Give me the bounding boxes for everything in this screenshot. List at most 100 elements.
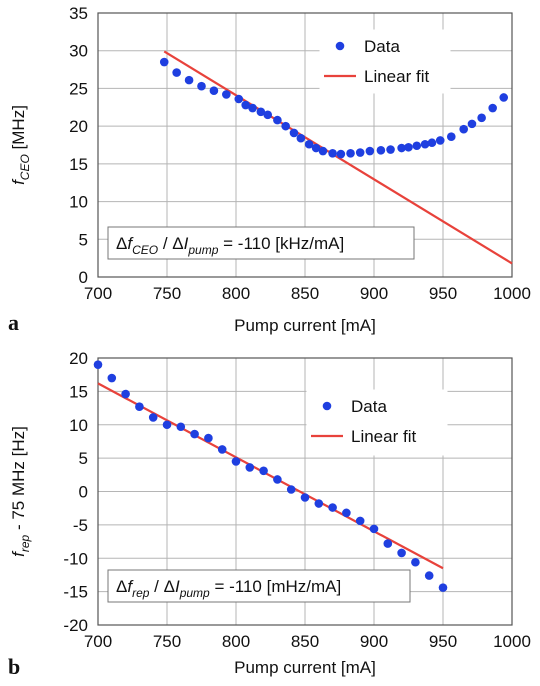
data-point xyxy=(427,138,437,148)
data-points xyxy=(159,57,509,159)
data-point xyxy=(314,499,324,508)
x-tick-label: 850 xyxy=(291,284,319,303)
y-tick-label: -20 xyxy=(63,616,88,635)
data-point xyxy=(296,133,306,143)
data-point xyxy=(383,539,393,548)
data-point xyxy=(311,143,321,153)
data-point xyxy=(420,139,430,149)
data-point xyxy=(121,389,130,399)
data-point xyxy=(446,132,456,142)
annotation-text: ΔfCEO / ΔIpump = -110 [kHz/mA] xyxy=(116,234,344,257)
y-tick-label: -5 xyxy=(73,516,88,535)
panel-a: 700 750 800 850 900 950 1000 0 5 10 15 20 25 30 35 Pump… xyxy=(8,4,531,335)
data-point xyxy=(204,433,213,443)
annotation-text: Δfrep / ΔIpump = -110 [mHz/mA] xyxy=(116,577,341,600)
legend-label: Linear fit xyxy=(364,67,429,86)
data-point xyxy=(328,503,337,512)
data-point xyxy=(365,146,375,156)
data-points xyxy=(93,360,448,592)
data-point xyxy=(397,548,406,558)
y-tick-label: 0 xyxy=(79,483,88,502)
data-point xyxy=(231,457,241,466)
data-point xyxy=(404,142,413,152)
y-tick-label: 5 xyxy=(79,449,88,468)
legend-label: Data xyxy=(351,397,387,416)
data-point xyxy=(355,148,365,157)
y-tick-label: 20 xyxy=(69,117,88,136)
panel-b: 700 750 800 850 900 950 1000 -20 -15 -10 -5 0 5 10 15 2… xyxy=(8,349,531,679)
data-point xyxy=(397,143,406,153)
x-tick-label: 900 xyxy=(360,632,388,651)
x-tick-label: 800 xyxy=(222,284,250,303)
data-point xyxy=(159,57,169,67)
x-axis-label: Pump current [mA] xyxy=(234,658,376,677)
y-axis-label: frep - 75 MHz [Hz] xyxy=(9,426,32,557)
panel-letter: a xyxy=(8,310,19,335)
legend-box xyxy=(306,389,448,456)
data-point xyxy=(245,463,255,472)
data-point xyxy=(234,94,244,104)
y-tick-label: 25 xyxy=(69,79,88,98)
data-point xyxy=(241,100,250,110)
data-point xyxy=(411,557,420,567)
data-point xyxy=(190,429,199,439)
x-tick-label: 750 xyxy=(153,632,181,651)
data-point xyxy=(256,107,266,117)
data-point xyxy=(355,516,365,526)
panel-letter: b xyxy=(8,654,20,679)
data-point xyxy=(273,475,282,484)
data-point xyxy=(336,149,346,159)
y-tick-label: 30 xyxy=(69,42,88,61)
data-point xyxy=(369,524,379,534)
data-point xyxy=(184,75,194,85)
legend: Data Linear fit xyxy=(306,389,448,456)
data-point xyxy=(435,136,445,145)
x-tick-label: 750 xyxy=(153,284,181,303)
annotation-box xyxy=(107,226,415,260)
data-point xyxy=(304,139,314,149)
x-axis-label: Pump current [mA] xyxy=(234,316,376,335)
data-point xyxy=(209,86,219,95)
y-tick-label: 20 xyxy=(69,349,88,368)
y-tick-label: -10 xyxy=(63,549,88,568)
x-tick-label: 850 xyxy=(291,632,319,651)
legend-box xyxy=(319,29,451,94)
data-point xyxy=(107,373,117,383)
data-point xyxy=(459,124,469,134)
data-point xyxy=(281,121,290,131)
y-tick-label: 5 xyxy=(79,230,88,249)
y-tick-label: 35 xyxy=(69,4,88,23)
y-tick-label: 10 xyxy=(69,416,88,435)
data-point xyxy=(328,148,337,158)
data-point xyxy=(197,81,206,91)
x-tick-label: 900 xyxy=(360,284,388,303)
data-point xyxy=(289,128,299,138)
data-point xyxy=(477,113,486,123)
data-point xyxy=(499,93,509,102)
legend-label: Linear fit xyxy=(351,427,416,446)
data-point xyxy=(488,103,497,113)
data-point xyxy=(93,360,103,369)
x-tick-label: 950 xyxy=(429,284,457,303)
plot-frame xyxy=(97,12,513,278)
data-point xyxy=(263,110,273,120)
data-point xyxy=(273,115,282,125)
data-point xyxy=(342,508,351,518)
data-point xyxy=(300,493,310,502)
y-tick-label: 15 xyxy=(69,155,88,174)
data-point xyxy=(412,141,422,151)
data-point xyxy=(217,445,227,454)
data-point xyxy=(259,466,268,476)
data-point xyxy=(148,413,158,422)
data-point xyxy=(162,420,172,430)
data-point xyxy=(438,583,448,592)
legend-marker-data xyxy=(335,41,345,51)
x-tick-label: 800 xyxy=(222,632,250,651)
legend: Data Linear fit xyxy=(319,29,451,94)
data-point xyxy=(286,485,296,494)
x-tick-label: 950 xyxy=(429,632,457,651)
data-point xyxy=(176,422,186,432)
linear-fit-line xyxy=(163,50,513,265)
data-point xyxy=(376,145,386,155)
